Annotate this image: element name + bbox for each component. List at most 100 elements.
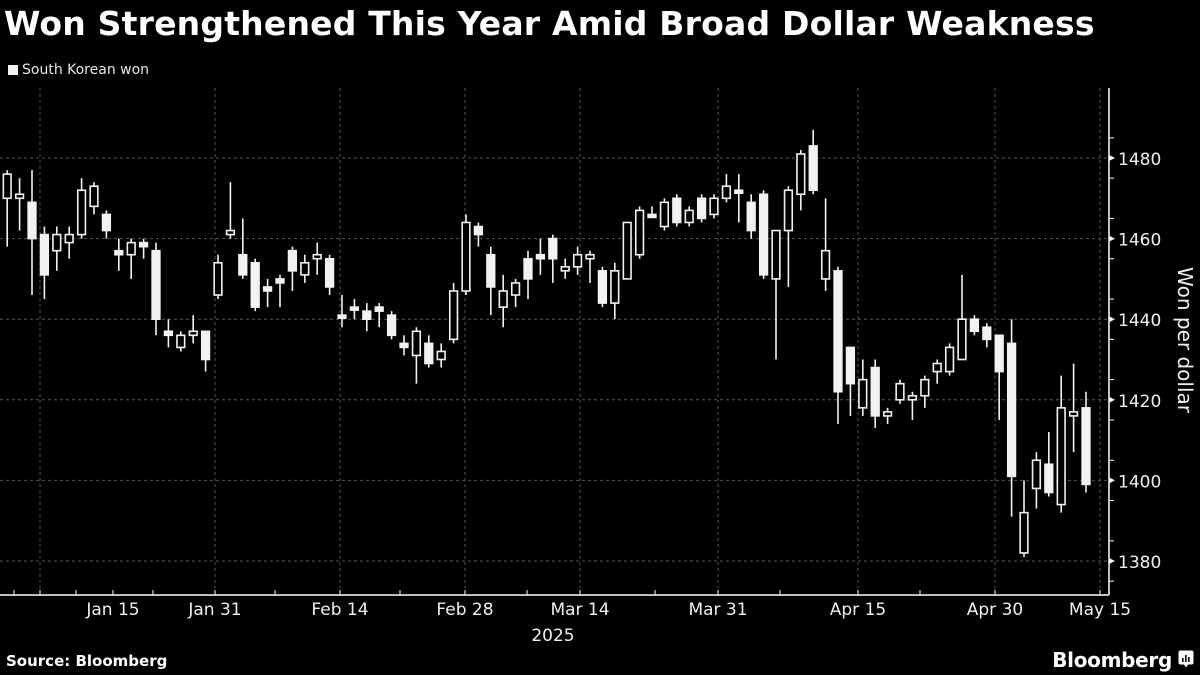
candle <box>858 359 868 416</box>
candle <box>399 335 409 356</box>
candle <box>932 359 942 384</box>
candle <box>349 299 360 320</box>
candle <box>238 218 248 279</box>
candle <box>1019 480 1029 557</box>
candle <box>622 221 632 280</box>
candle <box>771 229 781 360</box>
candle <box>957 274 967 361</box>
candle <box>548 234 558 283</box>
x-tick-label: Apr 15 <box>830 600 886 620</box>
candle <box>585 250 595 283</box>
legend-label: South Korean won <box>22 62 150 78</box>
candle <box>907 391 918 420</box>
y-tick-label: 1480 <box>1118 150 1161 170</box>
candle <box>758 190 769 279</box>
candle <box>213 254 223 300</box>
candle <box>610 262 620 320</box>
candle <box>597 266 608 308</box>
candle <box>436 343 446 368</box>
bloomberg-logo: Bloomberg <box>1052 648 1172 672</box>
candle <box>684 206 694 227</box>
y-tick-label: 1380 <box>1118 553 1161 573</box>
year-label: 2025 <box>531 626 574 646</box>
legend-swatch <box>8 65 18 75</box>
candle <box>411 327 422 384</box>
candle <box>262 278 273 308</box>
x-tick-label: Jan 31 <box>187 600 241 620</box>
legend: South Korean won <box>8 62 149 78</box>
candle <box>882 407 893 424</box>
candle <box>982 323 992 348</box>
candle <box>1006 319 1017 517</box>
x-tick-label: Mar 31 <box>688 600 747 620</box>
candle <box>39 226 50 300</box>
candle <box>696 194 707 223</box>
candle <box>386 311 397 340</box>
candle <box>324 254 335 296</box>
candle <box>796 149 806 211</box>
candle <box>734 174 744 223</box>
candle <box>473 222 484 247</box>
x-tick-label: May 15 <box>1069 600 1131 620</box>
candle <box>535 238 546 275</box>
candle <box>287 246 298 291</box>
candle <box>64 226 74 259</box>
candle <box>1044 432 1054 497</box>
y-tick-label: 1420 <box>1118 392 1161 412</box>
candle <box>833 266 843 424</box>
candle <box>560 258 570 279</box>
candle <box>52 226 62 271</box>
candle <box>746 194 756 239</box>
candle <box>672 194 682 227</box>
candle <box>250 258 260 312</box>
candle <box>337 295 347 328</box>
x-tick-label: Jan 15 <box>85 600 139 620</box>
candle <box>659 198 670 231</box>
candle <box>498 274 508 328</box>
candle <box>994 334 1004 420</box>
candle <box>138 238 149 259</box>
candle <box>969 315 980 336</box>
candle <box>1068 363 1079 453</box>
candle <box>870 359 880 429</box>
candle <box>101 210 112 239</box>
candle <box>1031 452 1042 509</box>
candle <box>461 214 471 296</box>
candle <box>709 194 719 219</box>
x-tick-label: Feb 28 <box>436 600 493 620</box>
candle <box>275 274 285 308</box>
candle <box>1081 391 1091 493</box>
candle <box>1056 375 1066 513</box>
y-tick-label: 1440 <box>1118 311 1161 331</box>
candle <box>300 254 310 283</box>
candle <box>572 246 583 275</box>
candle <box>820 198 831 291</box>
x-tick-label: Mar 14 <box>550 600 609 620</box>
candle <box>920 375 930 408</box>
candle <box>151 242 161 336</box>
candle <box>2 170 12 247</box>
y-tick-label: 1460 <box>1118 231 1161 251</box>
candle <box>76 178 87 239</box>
candle <box>895 379 905 404</box>
candle <box>634 206 645 259</box>
candle <box>944 343 955 376</box>
candle <box>424 335 434 368</box>
candle <box>114 238 124 271</box>
candle <box>808 129 818 195</box>
candle <box>14 178 25 231</box>
candle <box>523 250 533 300</box>
candle <box>89 182 99 215</box>
candle <box>188 315 198 344</box>
candle <box>721 174 732 203</box>
source-note: Source: Bloomberg <box>6 652 168 670</box>
x-tick-label: Apr 30 <box>967 600 1023 620</box>
candle <box>845 346 856 416</box>
candle <box>27 170 37 296</box>
y-axis: 1380 1400 1420 1440 1460 1480 <box>1108 88 1161 595</box>
candle <box>647 206 657 219</box>
x-axis: Jan 15 Jan 31 Feb 14 Feb 28 Mar 14 Mar 31 Apr … <box>0 590 1131 620</box>
candle <box>163 319 174 348</box>
y-tick-label: 1400 <box>1118 472 1161 492</box>
